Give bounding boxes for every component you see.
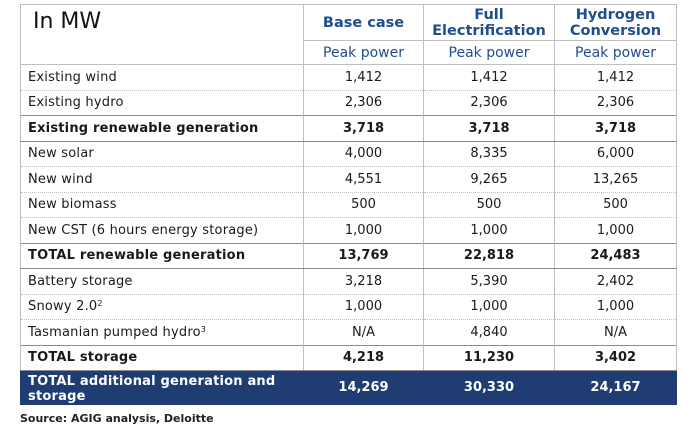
value-cell: N/A xyxy=(303,319,424,346)
value-cell: 2,306 xyxy=(554,89,677,116)
value-cell: 22,818 xyxy=(423,242,555,269)
table-row: Existing wind 1,412 1,412 1,412 xyxy=(20,64,677,91)
value-cell: 1,000 xyxy=(554,293,677,320)
row-label-cell: Existing renewable generation xyxy=(20,115,304,142)
value-cell: 1,412 xyxy=(554,64,677,91)
value-cell: N/A xyxy=(554,319,677,346)
value-cell: 3,718 xyxy=(554,115,677,142)
table-row: New biomass 500 500 500 xyxy=(20,191,677,218)
value-cell: 1,412 xyxy=(303,64,424,91)
footnote-marker: 2 xyxy=(97,299,103,309)
value-cell: 500 xyxy=(423,191,555,218)
table-row: New wind 4,551 9,265 13,265 xyxy=(20,166,677,193)
column-header-hydrogen-conversion: Hydrogen Conversion xyxy=(554,4,677,41)
value-cell: 1,000 xyxy=(303,217,424,244)
value-cell: 3,218 xyxy=(303,268,424,295)
value-cell: 8,335 xyxy=(423,140,555,167)
row-label-cell: TOTAL renewable generation xyxy=(20,242,304,269)
row-label-cell: TOTAL additional generation and storage xyxy=(20,370,304,405)
subtotal-row: TOTAL storage 4,218 11,230 3,402 xyxy=(20,344,677,371)
value-cell: 4,840 xyxy=(423,319,555,346)
table-row: Battery storage 3,218 5,390 2,402 xyxy=(20,268,677,295)
value-cell: 500 xyxy=(303,191,424,218)
value-cell: 24,167 xyxy=(554,370,677,405)
mw-capacity-table: In MW Base case Full Electrification Hyd… xyxy=(20,4,677,405)
row-label-cell: Existing hydro xyxy=(20,89,304,116)
unit-header-cell: In MW xyxy=(20,4,304,65)
column-subheader: Peak power xyxy=(423,40,555,65)
grand-total-row: TOTAL additional generation and storage 1… xyxy=(20,370,677,405)
value-cell: 1,412 xyxy=(423,64,555,91)
row-label: Tasmanian pumped hydro xyxy=(28,324,201,340)
row-label: Snowy 2.0 xyxy=(28,299,98,315)
value-cell: 3,402 xyxy=(554,344,677,371)
value-cell: 2,402 xyxy=(554,268,677,295)
row-label: Existing renewable generation xyxy=(28,120,259,136)
footnote-marker: 3 xyxy=(200,324,207,334)
row-label: New biomass xyxy=(28,197,117,213)
value-cell: 5,390 xyxy=(423,268,555,295)
table-row: New solar 4,000 8,335 6,000 xyxy=(20,140,677,167)
value-cell: 2,306 xyxy=(423,89,555,116)
subtotal-row: TOTAL renewable generation 13,769 22,818 24… xyxy=(20,242,677,269)
row-label-cell: Battery storage xyxy=(20,268,304,295)
row-label: Existing wind xyxy=(28,69,117,85)
row-label-cell: New solar xyxy=(20,140,304,167)
column-header-full-electrification: Full Electrification xyxy=(423,4,555,41)
row-label-cell: TOTAL storage xyxy=(20,344,304,371)
table-row: New CST (6 hours energy storage) 1,000 1,0… xyxy=(20,217,677,244)
value-cell: 4,551 xyxy=(303,166,424,193)
value-cell: 13,265 xyxy=(554,166,677,193)
value-cell: 500 xyxy=(554,191,677,218)
row-label: Existing hydro xyxy=(28,95,124,111)
value-cell: 6,000 xyxy=(554,140,677,167)
table-body: Existing wind 1,412 1,412 1,412 Existing hyd… xyxy=(20,64,677,405)
row-label-cell: New wind xyxy=(20,166,304,193)
row-label: TOTAL storage xyxy=(28,350,138,366)
table-row: Existing hydro 2,306 2,306 2,306 xyxy=(20,89,677,116)
row-label: New CST (6 hours energy storage) xyxy=(28,222,259,238)
table-row: Tasmanian pumped hydro3 N/A 4,840 N/A xyxy=(20,319,677,346)
value-cell: 1,000 xyxy=(554,217,677,244)
source-note: Source: AGIG analysis, Deloitte xyxy=(20,412,214,425)
value-cell: 30,330 xyxy=(423,370,555,405)
column-subheader: Peak power xyxy=(303,40,424,65)
value-cell: 3,718 xyxy=(423,115,555,142)
value-cell: 9,265 xyxy=(423,166,555,193)
value-cell: 1,000 xyxy=(423,293,555,320)
row-label: New wind xyxy=(28,171,93,187)
row-label-cell: Existing wind xyxy=(20,64,304,91)
value-cell: 3,718 xyxy=(303,115,424,142)
row-label-cell: Snowy 2.02 xyxy=(20,293,304,320)
column-subheader: Peak power xyxy=(554,40,677,65)
table-row: Snowy 2.02 1,000 1,000 1,000 xyxy=(20,293,677,320)
value-cell: 24,483 xyxy=(554,242,677,269)
subtotal-row: Existing renewable generation 3,718 3,718 3… xyxy=(20,115,677,142)
value-cell: 14,269 xyxy=(303,370,424,405)
value-cell: 4,000 xyxy=(303,140,424,167)
value-cell: 13,769 xyxy=(303,242,424,269)
value-cell: 1,000 xyxy=(303,293,424,320)
row-label: TOTAL additional generation and storage xyxy=(28,373,276,404)
row-label: New solar xyxy=(28,146,94,162)
value-cell: 11,230 xyxy=(423,344,555,371)
row-label-cell: New biomass xyxy=(20,191,304,218)
unit-label: In MW xyxy=(33,9,102,34)
row-label: Battery storage xyxy=(28,273,133,289)
value-cell: 2,306 xyxy=(303,89,424,116)
row-label-cell: New CST (6 hours energy storage) xyxy=(20,217,304,244)
column-header-base-case: Base case xyxy=(303,4,424,41)
value-cell: 4,218 xyxy=(303,344,424,371)
value-cell: 1,000 xyxy=(423,217,555,244)
row-label-cell: Tasmanian pumped hydro3 xyxy=(20,319,304,346)
row-label: TOTAL renewable generation xyxy=(28,248,246,264)
